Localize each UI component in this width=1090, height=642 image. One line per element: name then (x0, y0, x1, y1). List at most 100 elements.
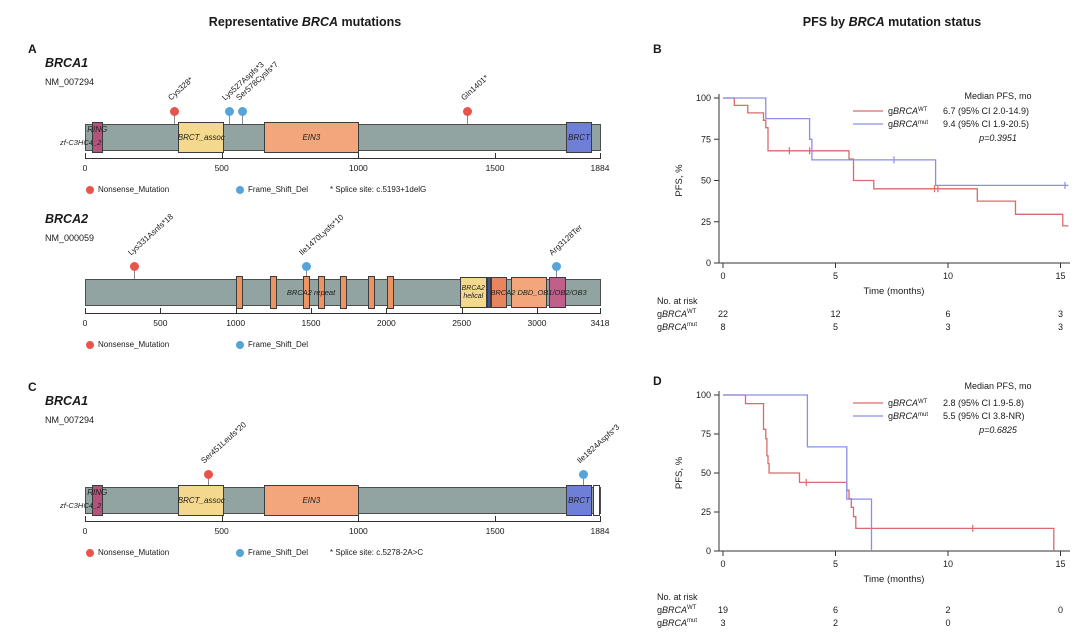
transcript-id: NM_000059 (45, 233, 95, 243)
axis-tick (386, 308, 388, 313)
y-tick-label: 75 (701, 134, 711, 144)
legend-nonsense-dot (86, 341, 94, 349)
risk-table-header: No. at risk (657, 296, 698, 306)
y-tick-label: 25 (701, 507, 711, 517)
repeat-domain-bar (317, 276, 325, 309)
risk-row-label: gBRCAmut (657, 322, 697, 332)
transcript-id: NM_007294 (45, 77, 95, 87)
y-axis-title: PFS, % (674, 456, 685, 489)
lollipop-stem (134, 270, 136, 279)
domain-block (511, 277, 547, 308)
mutation-dot-frameshift (301, 261, 311, 271)
axis-tick (358, 516, 360, 521)
risk-count: 3 (945, 322, 951, 332)
domain-span-label: BRCA2 repeat (286, 288, 336, 297)
legend-series-label: gBRCAmut (888, 411, 928, 421)
right-figure-title: PFS by BRCA mutation status (802, 15, 982, 29)
mutation-dot-frameshift (579, 469, 589, 479)
axis-tick (461, 308, 463, 313)
axis-tick (600, 308, 601, 313)
legend-frameshift-dot (236, 341, 244, 349)
y-tick-label: 50 (701, 468, 711, 478)
km-curve-wt (723, 97, 1069, 227)
legend-nonsense-dot (86, 186, 94, 194)
mutation-label: Arg3128Ter (547, 222, 585, 258)
mutation-label: Ile1470Lysfs*10 (297, 212, 346, 258)
legend-frameshift-dot (236, 549, 244, 557)
domain-block: BRCT_assoc (178, 122, 225, 153)
domain-block: BRCT (566, 122, 593, 153)
legend-header: Median PFS, mo (964, 91, 1031, 101)
domain-block: BRCT (566, 485, 593, 516)
legend-splice-note: * Splice site: c.5193+1delG (330, 185, 427, 194)
lollipop-stem (583, 478, 585, 487)
mutation-label: Ser451Leufs*20 (199, 420, 249, 466)
axis-tick-label: 1884 (590, 163, 610, 173)
mutation-label: Ile1824Aspfs*3 (574, 422, 621, 466)
risk-count: 3 (720, 618, 726, 628)
x-tick-label: 0 (720, 271, 725, 281)
y-axis-title: PFS, % (674, 164, 685, 197)
mutation-label: Lys331Asnfs*18 (126, 212, 175, 258)
axis-tick-label: 2500 (452, 318, 472, 328)
repeat-domain-bar (387, 276, 395, 309)
legend-nonsense-dot (86, 549, 94, 557)
axis-tick (221, 153, 223, 158)
domain-side-label: zf-C3HC4_2 (60, 501, 102, 510)
risk-row-gene-label: gBRCAWT (657, 309, 697, 319)
gene-name: BRCA2 (45, 212, 89, 226)
domain-block: RING (87, 122, 107, 153)
mutation-dot-nonsense (203, 469, 213, 479)
gene-diagram-A1: BRCA1 NM_007294 RING BRCT_assoc EIN3 BRCT zf-C… (0, 56, 640, 216)
domain-block: BRCT_assoc (178, 485, 225, 516)
repeat-domain-bar (340, 276, 348, 309)
repeat-domain-bar (236, 276, 244, 309)
x-axis-title: Time (months) (864, 574, 925, 585)
legend-median-value: 5.5 (95% CI 3.8-NR) (943, 411, 1025, 421)
gene-italic: BRCA (848, 15, 885, 29)
panel-label-a: A (28, 42, 37, 56)
risk-count: 2 (945, 605, 951, 615)
axis-tick (221, 516, 223, 521)
legend-frameshift-dot (236, 186, 244, 194)
mutation-dot-nonsense (170, 106, 180, 116)
risk-row-label: gBRCAWT (657, 605, 696, 615)
axis-tick-label: 0 (82, 318, 88, 328)
axis-tick (311, 308, 312, 313)
domain-block (491, 277, 507, 308)
legend-series-label: gBRCAWT (888, 398, 928, 408)
transcript-id: NM_007294 (45, 415, 95, 425)
axis-tick-label: 500 (153, 318, 168, 328)
risk-count: 6 (945, 309, 951, 319)
gene-diagram-A2: BRCA2 NM_000059 BRCA2 helical BRCA2 repeat BR… (0, 212, 640, 372)
risk-row-gene-label: gBRCAWT (657, 605, 697, 615)
km-curve-mut (723, 394, 873, 551)
x-tick-label: 15 (1055, 271, 1065, 281)
lollipop-stem (555, 270, 557, 279)
legend-frameshift-label: Frame_Shift_Del (248, 185, 309, 194)
risk-count: 2 (832, 618, 838, 628)
legend-series-label: gBRCAWT (888, 106, 928, 116)
axis-tick (85, 308, 86, 313)
lollipop-stem (174, 115, 176, 124)
axis-tick-label: 1000 (348, 526, 368, 536)
risk-count: 0 (1057, 605, 1063, 615)
axis-tick (495, 516, 497, 521)
gene-diagram-C1: BRCA1 NM_007294 RING BRCT_assoc EIN3 BRCT zf-C… (0, 394, 640, 557)
axis-tick (235, 308, 237, 313)
axis-tick (495, 153, 497, 158)
axis-line (85, 313, 601, 314)
risk-row-gene-label: gBRCAmut (657, 618, 698, 628)
risk-count: 3 (1057, 322, 1063, 332)
axis-line (85, 521, 601, 522)
axis-tick-label: 1000 (226, 318, 246, 328)
x-tick-label: 5 (833, 559, 838, 569)
axis-line (85, 158, 601, 159)
domain-block (548, 277, 566, 308)
mutation-label: Gln1401* (459, 73, 491, 103)
risk-count: 5 (832, 322, 838, 332)
repeat-domain-bar (269, 276, 277, 309)
mutation-dot-frameshift (551, 261, 561, 271)
legend-median-value: 9.4 (95% CI 1.9-20.5) (943, 119, 1029, 129)
